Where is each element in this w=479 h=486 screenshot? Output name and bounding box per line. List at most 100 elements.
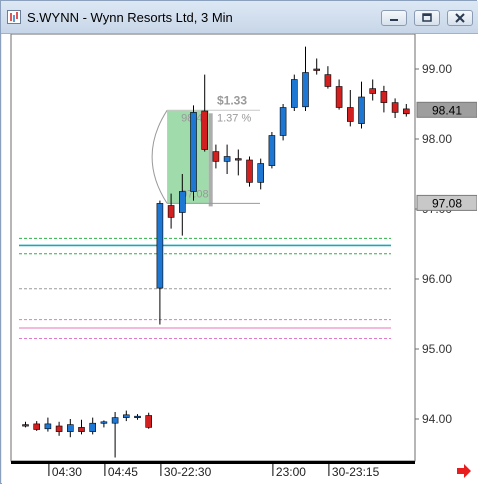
candle-30 [358,81,365,129]
candle-3 [55,421,63,436]
candle-17 [212,144,220,169]
candle-28 [335,79,343,110]
candle-25 [302,46,309,111]
candle-27 [324,66,332,89]
candle-body [391,102,399,113]
candle-body [268,135,276,166]
candle-26 [313,58,321,75]
candle-body [179,191,186,213]
y-tick-label-4: 95.00 [422,342,452,356]
x-tick-label-3: 23:00 [276,465,306,479]
candlestick-chart[interactable]: 97.0898.41$1.331.37 %99.0098.0097.0096.0… [2,34,477,484]
candle-0 [22,421,29,428]
minimize-button[interactable] [381,10,407,26]
minimize-icon [390,19,398,21]
candle-1 [33,421,41,431]
candle-body [313,68,321,71]
close-button[interactable] [447,10,473,26]
measure-change-label: $1.33 [217,93,247,107]
candle-body [156,203,164,289]
candle-29 [346,90,354,127]
candle-23 [279,104,287,141]
candle-32 [380,85,388,113]
candle-21 [257,158,264,190]
candle-body [100,421,108,424]
x-axis-band [11,461,415,464]
x-tick-label-4: 30-23:15 [332,465,380,479]
candle-body [22,424,29,427]
candle-8 [111,412,119,458]
candle-20 [246,156,253,187]
candle-15 [190,105,197,201]
candle-body [302,72,309,108]
candle-body [33,423,41,430]
x-tick-label-1: 04:45 [108,465,138,479]
price-box-0 [416,101,477,118]
close-icon [455,13,465,23]
measure-low-label: 97.08 [181,188,209,200]
candle-12 [156,200,164,325]
candle-19 [235,149,242,176]
candle-33 [391,98,399,118]
candle-body [324,74,332,87]
candle-24 [290,74,298,111]
candle-body [257,163,264,183]
price-box-1 [416,194,477,211]
candle-body [235,158,242,161]
candle-body [44,423,52,430]
candle-16 [201,74,208,152]
price-box-label-0: 98.41 [432,103,462,117]
y-tick-label-3: 96.00 [422,272,452,286]
candle-body [279,107,287,136]
candle-body [380,91,388,103]
candle-body [402,108,410,115]
title-bar[interactable]: S.WYNN - Wynn Resorts Ltd, 3 Min [1,1,478,34]
candle-body [134,415,141,419]
measure-percent-label: 1.37 % [217,112,251,124]
candle-body [223,156,231,162]
restore-button[interactable] [414,10,440,26]
scroll-right-arrow-icon[interactable] [456,464,472,478]
candle-body [212,151,220,162]
candle-2 [44,417,52,432]
candle-body [335,86,343,108]
candle-14 [179,174,186,236]
candle-31 [369,79,377,101]
plot-area [10,34,416,462]
candle-body [55,425,63,432]
chart-app-icon [7,10,21,24]
candle-5 [78,419,85,435]
chart-body: 97.0898.41$1.331.37 %99.0098.0097.0096.0… [2,34,477,484]
y-tick-label-0: 99.00 [422,62,452,76]
x-tick-label-2: 30-22:30 [164,465,212,479]
candle-4 [67,419,74,438]
candle-body [123,414,130,418]
candle-body [111,417,119,424]
candle-6 [89,417,96,435]
candle-body [89,422,96,432]
candle-body [145,415,152,428]
candle-34 [402,104,410,117]
candle-body [78,427,85,432]
candle-13 [167,193,175,229]
candle-10 [134,414,141,420]
price-box-label-1: 97.08 [432,196,462,210]
candle-body [246,159,253,183]
candle-body [190,112,197,192]
y-tick-label-5: 94.00 [422,412,452,426]
candle-body [358,96,365,124]
candle-body [369,88,377,94]
x-tick-label-0: 04:30 [52,465,82,479]
candle-7 [100,420,108,428]
candle-9 [123,410,130,422]
y-tick-label-1: 98.00 [422,132,452,146]
candle-body [67,424,74,432]
candle-11 [145,412,152,429]
candle-body [346,107,354,122]
candle-22 [268,132,276,169]
candle-body [167,205,175,218]
candle-18 [223,144,231,174]
measure-zone-shadow [208,113,213,207]
window-title: S.WYNN - Wynn Resorts Ltd, 3 Min [27,10,233,25]
